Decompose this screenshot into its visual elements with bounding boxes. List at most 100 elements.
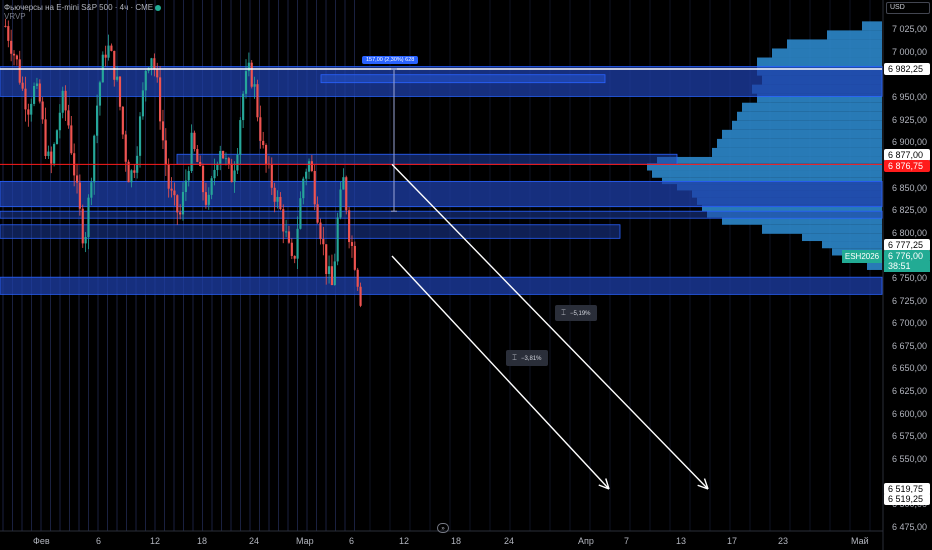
volume-bar	[822, 241, 882, 249]
drawn-lines[interactable]	[0, 68, 882, 490]
candle-body	[167, 164, 170, 189]
candle-body	[127, 161, 130, 183]
candle-body	[207, 194, 210, 205]
price-tick: 6 825,00	[892, 205, 928, 216]
volume-bar	[737, 111, 882, 121]
candle-body	[12, 53, 16, 56]
candle-body	[350, 242, 354, 246]
candle-body	[356, 269, 359, 287]
time-tick: Фев	[33, 536, 50, 546]
candle-body	[44, 119, 47, 156]
candle-body	[213, 169, 216, 179]
candle-body	[273, 187, 276, 202]
candle-body	[196, 149, 199, 162]
measure-label[interactable]: 157,00 (2,30%) 628	[362, 56, 419, 64]
volume-bar	[787, 39, 882, 49]
zone-bottom	[0, 276, 883, 295]
candle-body	[339, 189, 342, 218]
projection-arrow-right	[391, 163, 709, 490]
price-tick: 6 475,00	[892, 521, 928, 532]
volume-bar	[802, 233, 882, 242]
candle-body	[75, 175, 79, 183]
candle-body	[107, 45, 110, 58]
candle-body	[193, 132, 196, 150]
time-tick: 13	[676, 536, 687, 546]
candle-body	[184, 180, 187, 192]
zone-mid	[176, 153, 678, 165]
volume-bar	[662, 177, 882, 185]
candle-body	[161, 121, 165, 141]
price-tick: 6 800,00	[892, 227, 928, 238]
time-tick: 6	[96, 536, 102, 546]
time-tick: Мар	[296, 536, 314, 546]
candle-body	[27, 109, 30, 115]
zone-top-inner	[320, 74, 606, 84]
symbol-title[interactable]: Фьючерсы на E-mini S&P 500 · 4ч · CME	[4, 3, 163, 12]
candle-body	[270, 164, 273, 188]
candle-body	[333, 261, 336, 285]
candle-body	[181, 191, 185, 215]
price-tick: 6 700,00	[892, 318, 928, 329]
candle-body	[141, 90, 144, 117]
candle-body	[287, 231, 291, 243]
candle-body	[50, 151, 53, 164]
candle-body	[176, 195, 179, 213]
candle-body	[47, 151, 50, 156]
currency-label[interactable]: USD	[886, 2, 930, 14]
price-tick: 6 925,00	[892, 114, 928, 125]
price-tick: 6 575,00	[892, 431, 928, 442]
price-label-current: 6 776,00	[884, 250, 930, 262]
candle-body	[259, 117, 262, 141]
scroll-to-realtime-icon[interactable]: »	[437, 523, 449, 533]
candle-body	[227, 158, 230, 164]
percent-label-right[interactable]: ⌶ −5,19%	[555, 305, 597, 321]
candle-body	[359, 286, 362, 306]
volume-profile	[647, 21, 882, 270]
candle-body	[179, 212, 182, 215]
candle-body	[216, 163, 219, 170]
candle-body	[285, 231, 288, 233]
candle-body	[58, 112, 61, 131]
candle-body	[224, 158, 228, 160]
ticker-label[interactable]: ESH2026	[842, 250, 882, 263]
percent-value-left: −3,81%	[521, 356, 542, 362]
candle-body	[30, 103, 33, 115]
zone-low	[0, 224, 621, 239]
volume-bar	[862, 21, 882, 31]
volume-bar	[652, 170, 882, 178]
candle-body	[219, 150, 222, 164]
indicator-label[interactable]: VRVP	[4, 12, 26, 21]
price-tick: 6 650,00	[892, 363, 928, 374]
projection-arrow-right-head	[703, 478, 709, 490]
candle-body	[55, 130, 59, 145]
candle-body	[70, 125, 73, 154]
candle-body	[84, 237, 87, 244]
volume-bar	[712, 147, 882, 157]
candle-body	[330, 266, 334, 285]
candle-body	[41, 101, 44, 120]
percent-label-left[interactable]: ⌶ −3,81%	[506, 350, 548, 366]
candle-body	[53, 144, 56, 164]
price-label-top-line: 6 982,25	[884, 63, 930, 75]
volume-bar	[867, 262, 882, 270]
candle-body	[256, 84, 259, 118]
price-label-target-2: 6 519,25	[884, 493, 930, 505]
time-tick: 23	[778, 536, 789, 546]
candle-body	[244, 71, 248, 94]
candle-body	[336, 217, 339, 262]
candle-body	[302, 178, 305, 199]
candle-body	[95, 105, 99, 136]
candle-body	[144, 70, 147, 91]
candle-body	[90, 182, 93, 198]
time-tick: Май	[851, 536, 869, 546]
candle-body	[316, 204, 319, 223]
candle-body	[164, 140, 167, 165]
candle-body	[327, 266, 331, 274]
volume-bar	[757, 57, 882, 67]
candle-body	[78, 182, 81, 209]
candle-body	[310, 161, 313, 171]
time-tick: 7	[624, 536, 630, 546]
candle-body	[10, 40, 13, 54]
candle-body	[38, 83, 41, 102]
